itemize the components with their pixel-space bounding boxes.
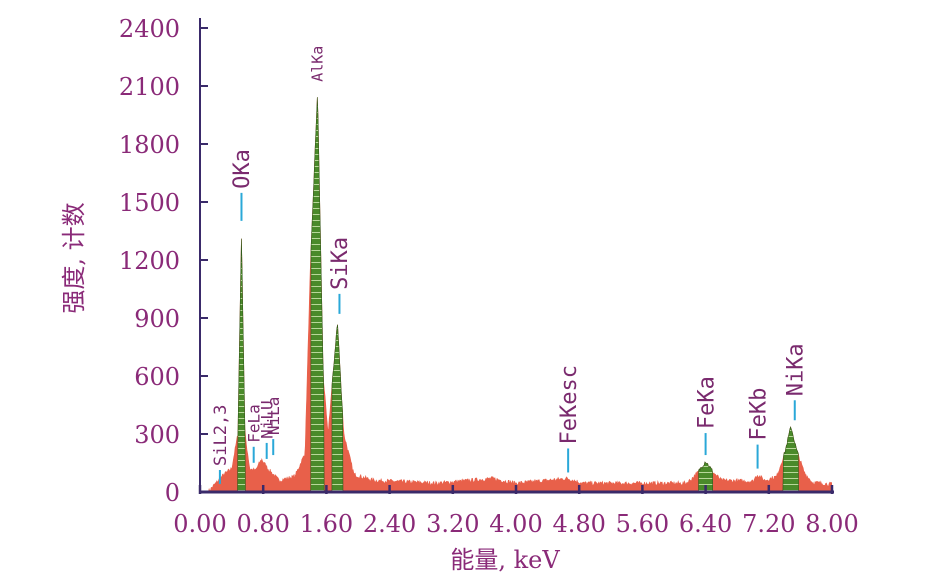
peak-fill-sika <box>331 324 344 492</box>
x-tick-label: 4.80 <box>552 510 605 538</box>
plot-area <box>200 97 832 492</box>
y-tick-label: 0 <box>165 479 180 507</box>
x-tick-label: 0.00 <box>173 510 226 538</box>
x-tick-label: 7.20 <box>742 510 795 538</box>
peak-label-nila: NiLa <box>264 397 283 436</box>
y-tick-label: 2100 <box>119 73 180 101</box>
x-tick-label: 6.40 <box>679 510 732 538</box>
y-tick-label: 1500 <box>119 189 180 217</box>
peak-label-alka: AlKa <box>309 46 327 82</box>
y-tick-label: 1200 <box>119 247 180 275</box>
y-tick-label: 2400 <box>119 15 180 43</box>
peak-label-nilu: NiLU <box>257 400 276 439</box>
y-axis-title: 强度, 计数 <box>60 202 88 313</box>
peak-fill-feka <box>698 461 714 492</box>
peak-fill-nika <box>782 426 799 492</box>
spectrum-area <box>200 97 832 492</box>
x-tick-label: 5.60 <box>616 510 669 538</box>
peak-label-sil23: SiL2,3 <box>211 405 231 466</box>
y-tick-label: 1800 <box>119 131 180 159</box>
peak-fill-alka <box>310 97 325 492</box>
peak-fill-oka <box>237 238 246 492</box>
peak-label-nika: NiKa <box>784 343 809 396</box>
y-tick-label: 600 <box>134 363 180 391</box>
y-tick-label: 300 <box>134 421 180 449</box>
x-tick-label: 8.00 <box>805 510 858 538</box>
x-axis-title: 能量, keV <box>450 546 560 574</box>
axes: 0.00 0.80 1.60 2.40 3.20 4.00 4.80 5.60 6.40 7.20… <box>119 15 859 538</box>
x-tick-label: 1.60 <box>300 510 353 538</box>
peak-label-feka: FeKa <box>694 376 719 429</box>
x-tick-label: 4.00 <box>489 510 542 538</box>
peak-label-sika: SiKa <box>328 237 353 290</box>
y-tick-label: 900 <box>134 305 180 333</box>
peak-label-fela: FeLa <box>244 404 263 443</box>
x-tick-label: 0.80 <box>236 510 289 538</box>
x-tick-label: 2.40 <box>363 510 416 538</box>
peak-label-oka: OKa <box>230 149 255 189</box>
x-tick-label: 3.20 <box>426 510 479 538</box>
peak-label-fekesc: FeKesc <box>557 365 582 444</box>
peak-label-fekb: FeKb <box>746 388 771 441</box>
